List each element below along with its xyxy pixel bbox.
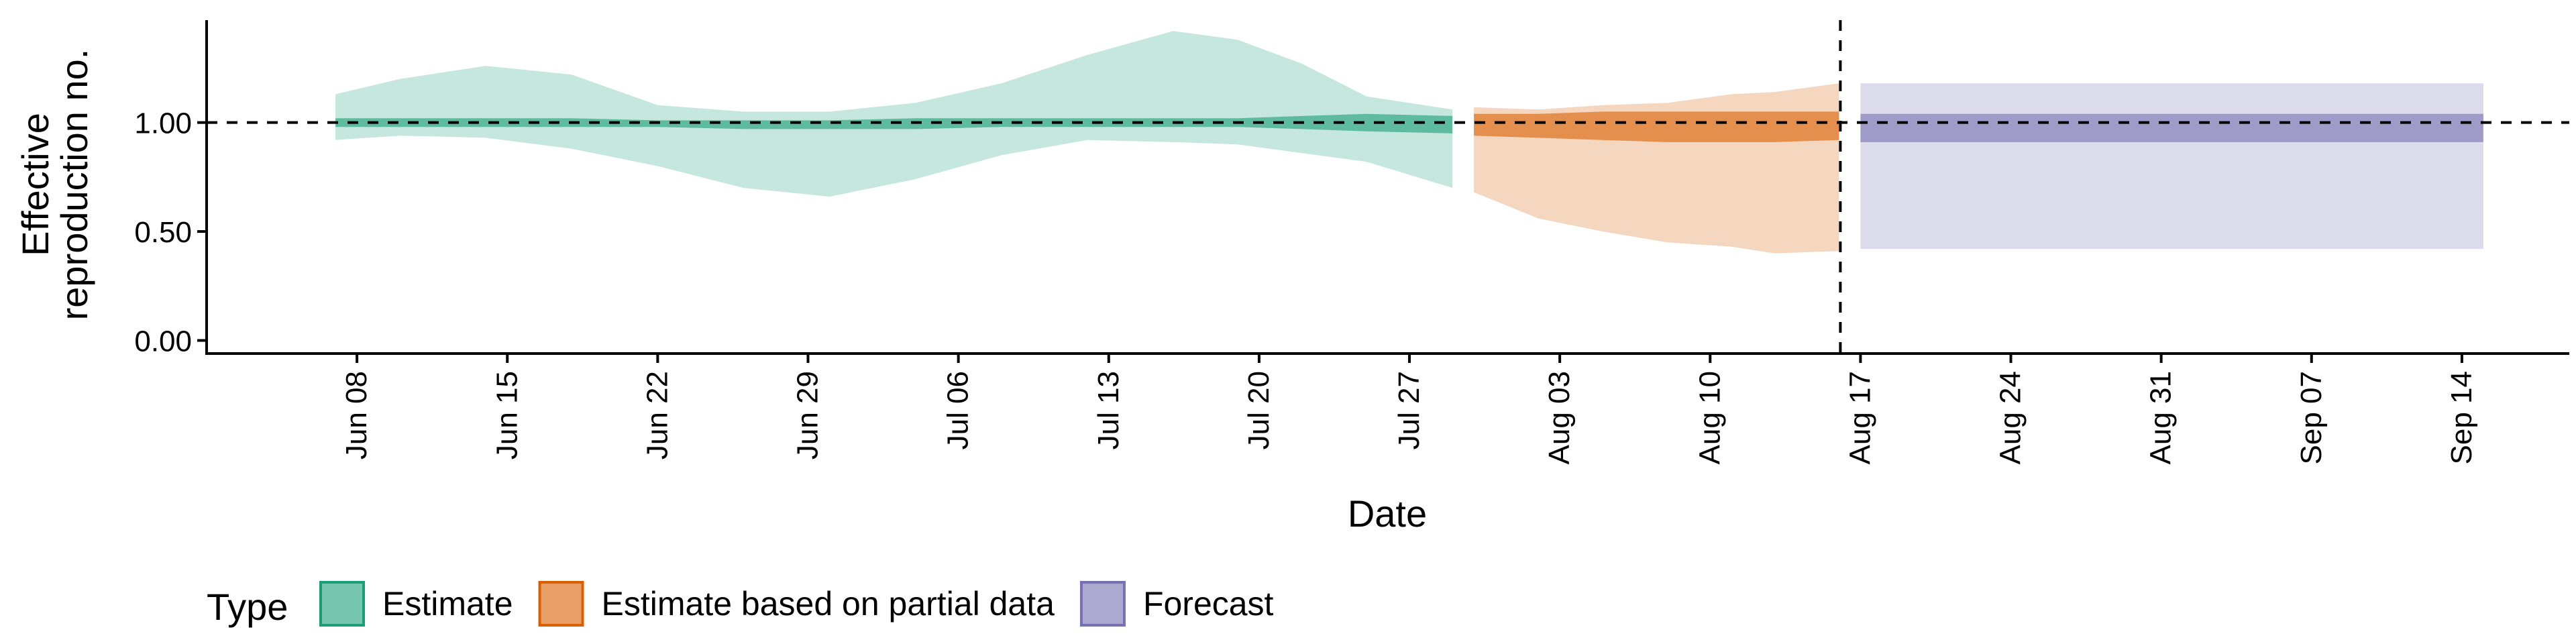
- x-tick-label: Sep 07: [2295, 371, 2328, 464]
- outer-interval-band: [335, 31, 1453, 197]
- legend-item-estimate: Estimate: [319, 581, 513, 627]
- legend-item-forecast: Forecast: [1079, 581, 1274, 627]
- axes: [205, 20, 2569, 355]
- outer-interval-band: [1860, 83, 2483, 250]
- legend-swatch: [1079, 581, 1126, 627]
- legend: Type Estimate Estimate based on partial d…: [207, 581, 1274, 628]
- x-tick-label: Aug 31: [2145, 371, 2178, 464]
- x-tick-label: Jul 13: [1092, 371, 1125, 449]
- series-estimate-based-on-partial-data: [1474, 83, 1839, 254]
- inner-interval-band: [1474, 111, 1839, 142]
- legend-swatch: [538, 581, 584, 627]
- x-tick-label: Aug 10: [1693, 371, 1726, 464]
- y-ticks: 0.00 0.50 1.00: [134, 107, 207, 358]
- ribbon-layer: [335, 31, 2483, 254]
- x-tick-label: Jun 15: [490, 371, 523, 460]
- y-tick-label: 1.00: [134, 107, 192, 140]
- x-tick-label: Jun 29: [792, 371, 824, 460]
- x-tick-label: Aug 17: [1843, 371, 1876, 464]
- x-tick-label: Aug 24: [1994, 371, 2027, 464]
- legend-label: Forecast: [1143, 585, 1274, 623]
- legend-item-estimate-based-on-partial-data: Estimate based on partial data: [538, 581, 1055, 627]
- x-tick-label: Jun 22: [641, 371, 674, 460]
- series-estimate: [335, 31, 1453, 197]
- legend-title: Type: [207, 586, 288, 628]
- y-axis-title-line-2: reproduction no.: [53, 49, 95, 321]
- y-axis-title-line-1: Effective: [14, 113, 56, 256]
- series-forecast: [1860, 83, 2483, 250]
- legend-swatch: [319, 581, 365, 627]
- x-tick-label: Jul 27: [1393, 371, 1426, 449]
- x-tick-label: Aug 03: [1543, 371, 1576, 464]
- legend-label: Estimate based on partial data: [602, 585, 1055, 623]
- outer-interval-band: [1474, 83, 1839, 254]
- x-ticks: Jun 08 Jun 15 Jun 22 Jun 29 Jul 06 Jul 13 Jul …: [340, 354, 2478, 464]
- legend-label: Estimate: [382, 585, 513, 623]
- x-tick-label: Jul 06: [942, 371, 975, 449]
- x-tick-label: Jul 20: [1242, 371, 1275, 449]
- x-tick-label: Jun 08: [340, 371, 373, 460]
- inner-interval-band: [1860, 113, 2483, 142]
- y-tick-label: 0.00: [134, 325, 192, 358]
- legend-items: Estimate Estimate based on partial data Fo…: [319, 581, 1274, 627]
- reference-lines: [207, 20, 2569, 354]
- y-axis-title: Effective reproduction no.: [14, 49, 95, 321]
- y-tick-label: 0.50: [134, 216, 192, 249]
- x-axis-title: Date: [1348, 492, 1427, 535]
- x-tick-label: Sep 14: [2445, 371, 2478, 464]
